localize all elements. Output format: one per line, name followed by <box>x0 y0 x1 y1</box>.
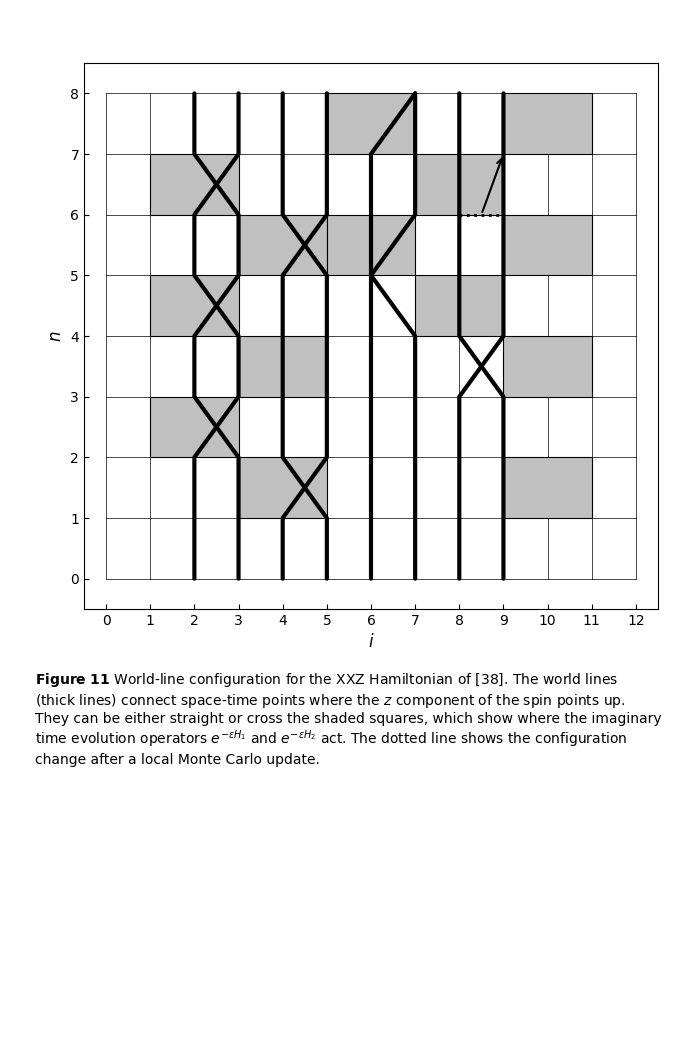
Bar <box>327 214 415 275</box>
Bar <box>503 93 592 154</box>
Bar <box>150 275 239 336</box>
Bar <box>415 154 503 214</box>
Text: $\bf{Figure\ 11}$ World-line configuration for the XXZ Hamiltonian of [38]. The : $\bf{Figure\ 11}$ World-line configurati… <box>35 671 661 766</box>
Y-axis label: n: n <box>47 331 64 341</box>
Bar <box>415 275 503 336</box>
Bar <box>327 93 415 154</box>
Bar <box>150 397 239 458</box>
Bar <box>239 458 327 518</box>
X-axis label: i: i <box>369 633 373 651</box>
Bar <box>503 458 592 518</box>
Bar <box>150 154 239 214</box>
Bar <box>239 214 327 275</box>
Bar <box>503 214 592 275</box>
Bar <box>503 336 592 397</box>
Bar <box>239 336 327 397</box>
